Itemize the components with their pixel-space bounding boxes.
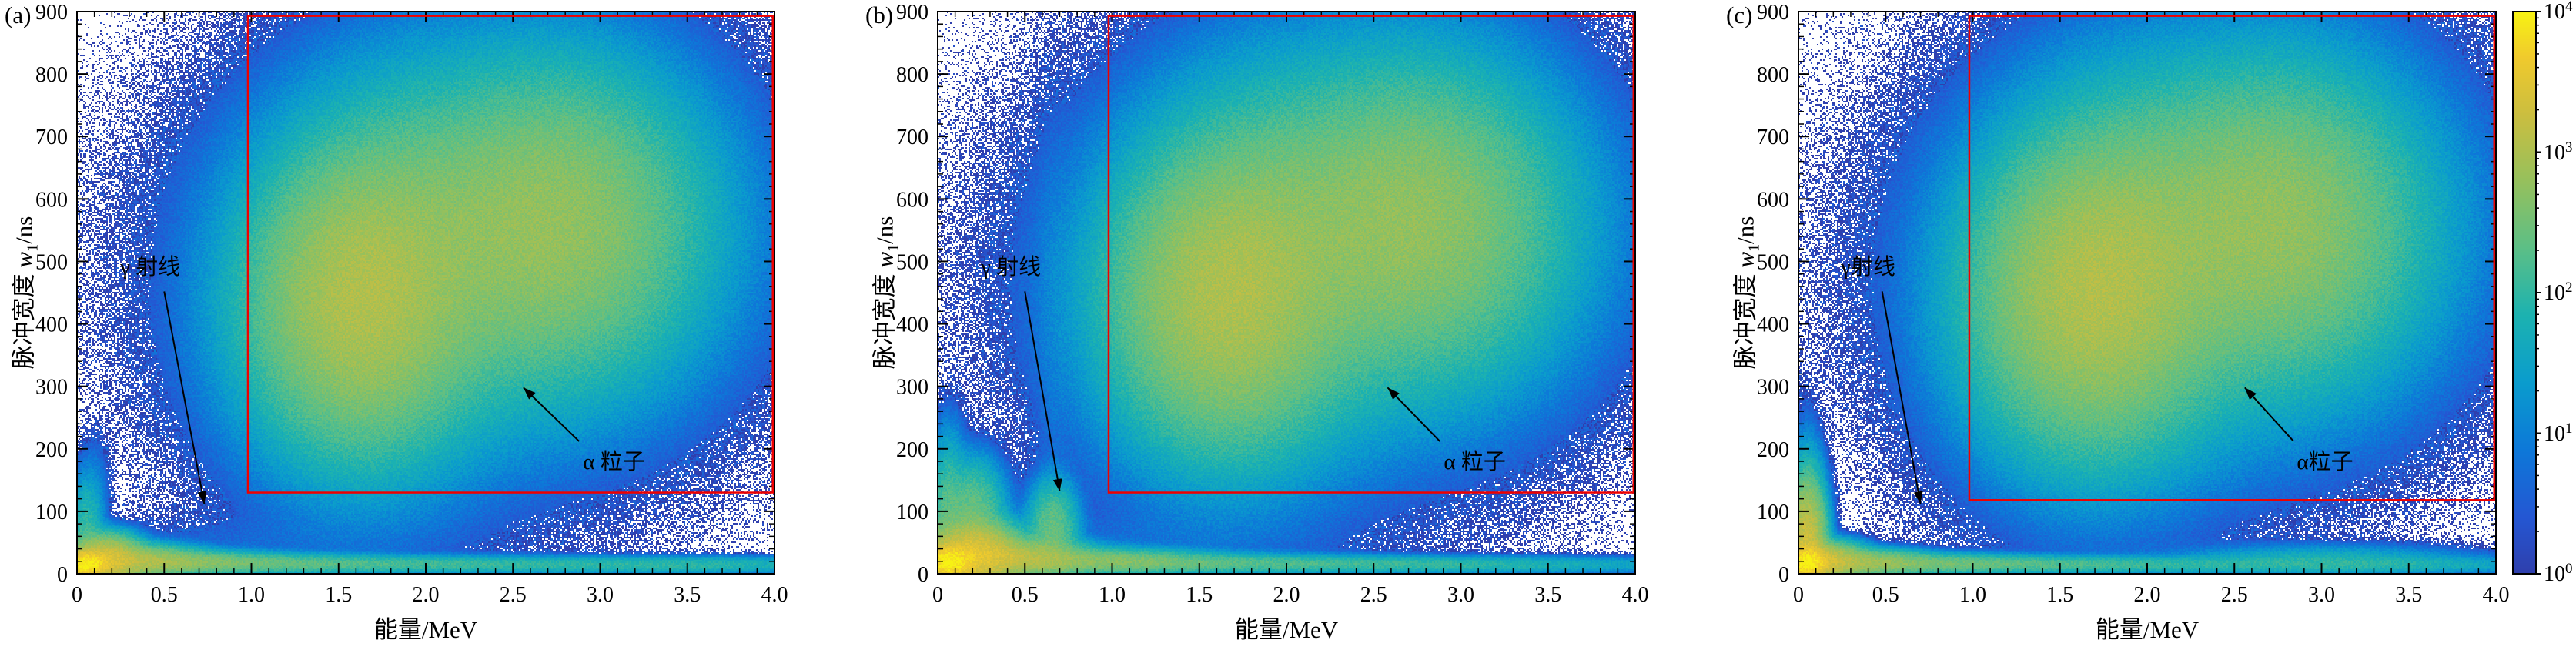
y-axis-var: w: [10, 251, 38, 268]
colorbar-gradient: [2513, 12, 2536, 574]
y-axis-unit: /ns: [871, 216, 898, 244]
y-axis-sub: 1: [885, 243, 902, 252]
y-axis-title-text: 脉冲宽度: [1731, 267, 1759, 370]
x-tick-label: 4.0: [1622, 583, 1649, 607]
colorbar-tick-label: 102: [2544, 279, 2573, 306]
x-tick-label: 0: [932, 583, 943, 607]
x-tick-label: 3.5: [674, 583, 701, 607]
y-axis-unit: /ns: [10, 216, 38, 244]
density-canvas: [77, 12, 774, 574]
y-tick-label: 0: [1778, 563, 1789, 587]
density-canvas: [1798, 12, 2496, 574]
x-tick-label: 1.0: [238, 583, 265, 607]
x-tick-label: 2.5: [1360, 583, 1387, 607]
y-axis-var: w: [871, 251, 898, 268]
x-tick-label: 1.5: [325, 583, 352, 607]
x-tick-label: 2.0: [1273, 583, 1300, 607]
annotation-alpha: α 粒子: [583, 450, 645, 475]
colorbar: 100 101 102 103 104: [2502, 0, 2576, 667]
y-axis-title: 脉冲宽度 w1/ns: [4, 216, 42, 370]
annotation-alpha: α粒子: [2297, 450, 2354, 475]
x-tick-label: 3.0: [2308, 583, 2335, 607]
x-tick-label: 1.0: [1959, 583, 1986, 607]
annotation-gamma: γ射线: [1841, 254, 1896, 280]
annotation-alpha: α 粒子: [1444, 450, 1506, 475]
x-tick-label: 1.5: [2046, 583, 2073, 607]
y-tick-label: 800: [1757, 63, 1789, 87]
y-tick-label: 700: [896, 126, 928, 149]
x-tick-label: 1.5: [1186, 583, 1213, 607]
x-tick-label: 2.5: [2221, 583, 2248, 607]
panel-label: (b): [865, 2, 894, 28]
x-tick-label: 0.5: [1872, 583, 1899, 607]
y-tick-label: 200: [1757, 438, 1789, 462]
y-tick-label: 800: [896, 63, 928, 87]
y-tick-label: 800: [35, 63, 68, 87]
colorbar-tick-label: 101: [2544, 420, 2573, 446]
y-axis-title: 脉冲宽度 w1/ns: [1725, 216, 1763, 370]
panel-c: 0 0.5 1.0 1.5 2.0 2.5 3.0 3.5 4.0 0 100 200 300 400 50…: [1721, 0, 2576, 667]
y-axis-title-text: 脉冲宽度: [10, 267, 38, 370]
x-tick-label: 3.5: [2395, 583, 2422, 607]
x-tick-label: 2.0: [413, 583, 440, 607]
y-tick-label: 700: [35, 126, 68, 149]
y-tick-label: 300: [1757, 376, 1789, 400]
y-axis-unit: /ns: [1731, 216, 1759, 244]
colorbar-tick-label: 103: [2544, 139, 2573, 165]
y-axis-var: w: [1731, 251, 1759, 268]
y-tick-label: 600: [896, 188, 928, 212]
y-tick-label: 300: [35, 376, 68, 400]
x-tick-label: 3.0: [587, 583, 614, 607]
x-tick-label: 0: [1793, 583, 1804, 607]
y-axis-sub: 1: [1745, 243, 1763, 252]
x-tick-label: 0.5: [151, 583, 178, 607]
density-canvas: [938, 12, 1635, 574]
x-tick-label: 4.0: [761, 583, 788, 607]
x-tick-label: 3.0: [1447, 583, 1474, 607]
x-axis-title: 能量/MeV: [2095, 616, 2200, 643]
y-tick-label: 200: [35, 438, 68, 462]
y-tick-label: 0: [57, 563, 68, 587]
y-axis-title: 脉冲宽度 w1/ns: [865, 216, 902, 370]
annotation-gamma: γ 射线: [120, 254, 181, 280]
x-tick-label: 0.5: [1012, 583, 1039, 607]
panel-label: (c): [1726, 2, 1753, 28]
y-tick-label: 700: [1757, 126, 1789, 149]
y-axis-title-text: 脉冲宽度: [871, 267, 898, 370]
y-tick-label: 600: [35, 188, 68, 212]
y-tick-label: 200: [896, 438, 928, 462]
y-tick-label: 900: [1757, 1, 1789, 25]
y-tick-label: 100: [896, 501, 928, 525]
colorbar-tick-label: 104: [2544, 0, 2573, 25]
x-tick-label: 1.0: [1099, 583, 1126, 607]
panel-label: (a): [5, 2, 32, 28]
x-tick-label: 0: [72, 583, 82, 607]
panel-a: 0 0.5 1.0 1.5 2.0 2.5 3.0 3.5 4.0 0 100 200 300 400 50…: [0, 0, 858, 667]
y-tick-label: 100: [35, 501, 68, 525]
y-tick-label: 900: [35, 1, 68, 25]
y-tick-label: 900: [896, 1, 928, 25]
y-tick-label: 100: [1757, 501, 1789, 525]
x-tick-label: 3.5: [1534, 583, 1561, 607]
colorbar-tick-label: 100: [2544, 560, 2573, 587]
y-axis-sub: 1: [24, 243, 42, 252]
panel-b: 0 0.5 1.0 1.5 2.0 2.5 3.0 3.5 4.0 0 100 200 300 400 50…: [861, 0, 1719, 667]
y-tick-label: 600: [1757, 188, 1789, 212]
y-tick-label: 300: [896, 376, 928, 400]
y-tick-label: 0: [918, 563, 928, 587]
x-axis-title: 能量/MeV: [373, 616, 478, 643]
x-axis-title: 能量/MeV: [1234, 616, 1339, 643]
annotation-gamma: γ 射线: [981, 254, 1042, 280]
x-tick-label: 2.0: [2134, 583, 2161, 607]
x-tick-label: 2.5: [500, 583, 527, 607]
